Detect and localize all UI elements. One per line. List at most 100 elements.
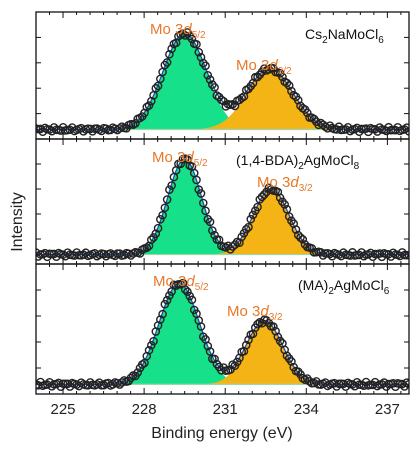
- panel-2: (1,4-BDA)2AgMoCl8 Mo 3d5/2 Mo 3d3/2: [35, 138, 410, 265]
- data-point: [275, 336, 285, 346]
- data-point: [165, 50, 174, 59]
- data-point: [201, 61, 210, 71]
- data-point: [345, 126, 355, 136]
- data-point: [131, 119, 140, 128]
- peak-label-mo-3d3-2: Mo 3d3/2: [236, 57, 292, 77]
- data-point: [352, 378, 362, 387]
- data-point: [293, 230, 303, 240]
- peak-label-mo-3d5-2: Mo 3d5/2: [152, 149, 208, 169]
- data-point: [203, 70, 213, 80]
- data-point: [284, 212, 294, 221]
- data-point: [142, 243, 152, 252]
- data-point: [246, 214, 256, 224]
- data-point: [241, 340, 251, 350]
- data-point: [208, 226, 217, 235]
- data-point: [253, 319, 262, 329]
- data-point: [296, 233, 305, 242]
- data-point: [49, 123, 59, 132]
- data-point: [196, 189, 206, 198]
- peak-label-mo-3d5-2: Mo 3d5/2: [153, 273, 209, 293]
- peak-label-mo-3d5-2: Mo 3d5/2: [150, 21, 206, 41]
- data-point: [400, 125, 409, 134]
- x-tick-label: 225: [51, 401, 76, 418]
- data-point: [230, 101, 240, 111]
- panel-title: Cs2NaMoCl6: [305, 26, 384, 46]
- data-point: [126, 373, 136, 383]
- peak-label-mo-3d3-2: Mo 3d3/2: [227, 303, 283, 323]
- data-point: [160, 203, 170, 213]
- data-point: [196, 322, 206, 331]
- data-point: [298, 235, 308, 244]
- panel-plot-area: [36, 28, 409, 137]
- data-point: [167, 181, 176, 190]
- data-point: [228, 242, 237, 251]
- x-axis-label: Binding energy (eV): [151, 425, 292, 442]
- data-point: [278, 72, 287, 82]
- x-tick-label: 237: [375, 401, 400, 418]
- panel-title: (MA)2AgMoCl6: [298, 277, 390, 297]
- data-point: [210, 354, 219, 364]
- data-point: [260, 190, 269, 199]
- data-point: [280, 200, 289, 209]
- data-point: [244, 84, 253, 94]
- data-point: [257, 192, 267, 202]
- data-point: [198, 198, 208, 208]
- data-point: [156, 315, 165, 324]
- data-point: [146, 235, 156, 245]
- data-point: [368, 252, 378, 262]
- peak-label-mo-3d3-2: Mo 3d3/2: [257, 174, 313, 194]
- data-point: [133, 368, 143, 377]
- data-point: [282, 78, 292, 88]
- data-point: [162, 295, 172, 305]
- data-point: [160, 60, 170, 70]
- data-point: [192, 39, 201, 49]
- data-point: [144, 345, 154, 355]
- data-point: [244, 335, 253, 345]
- data-point: [167, 44, 176, 54]
- data-point: [158, 309, 167, 319]
- panel-plot-area: [36, 278, 409, 392]
- data-point: [273, 332, 283, 342]
- data-point: [153, 223, 163, 233]
- data-point: [244, 222, 253, 232]
- data-point: [388, 248, 398, 258]
- data-point: [375, 123, 384, 132]
- data-point: [187, 295, 197, 305]
- data-point: [47, 382, 57, 391]
- data-point: [176, 159, 185, 169]
- data-point: [151, 84, 161, 93]
- data-point: [264, 183, 274, 193]
- x-tick-label: 234: [294, 401, 319, 418]
- data-point: [149, 336, 158, 346]
- data-point: [194, 47, 204, 57]
- data-point: [165, 185, 174, 194]
- x-tick-label: 231: [213, 401, 238, 418]
- data-point: [151, 229, 161, 238]
- data-point: [210, 83, 219, 92]
- data-point: [144, 101, 154, 110]
- data-point: [382, 382, 391, 391]
- data-point: [158, 210, 167, 220]
- data-point: [287, 86, 296, 96]
- data-point: [210, 230, 219, 240]
- data-point: [205, 347, 215, 356]
- data-point: [269, 322, 278, 331]
- data-point: [162, 195, 172, 204]
- data-point: [339, 248, 348, 257]
- x-axis: 225 228 231 234 237: [51, 401, 400, 418]
- data-point: [180, 285, 190, 294]
- data-point: [203, 341, 213, 351]
- data-point: [205, 217, 215, 227]
- data-point: [302, 108, 312, 118]
- panel-frame: [35, 263, 410, 395]
- data-point: [359, 251, 369, 261]
- x-tick-label: 228: [132, 401, 157, 418]
- y-axis-label: Intensity: [9, 192, 26, 252]
- data-point: [248, 210, 258, 220]
- peak-fill-mo-3d5-2: [36, 33, 409, 130]
- panel-title: (1,4-BDA)2AgMoCl8: [236, 152, 360, 172]
- data-point: [201, 206, 210, 216]
